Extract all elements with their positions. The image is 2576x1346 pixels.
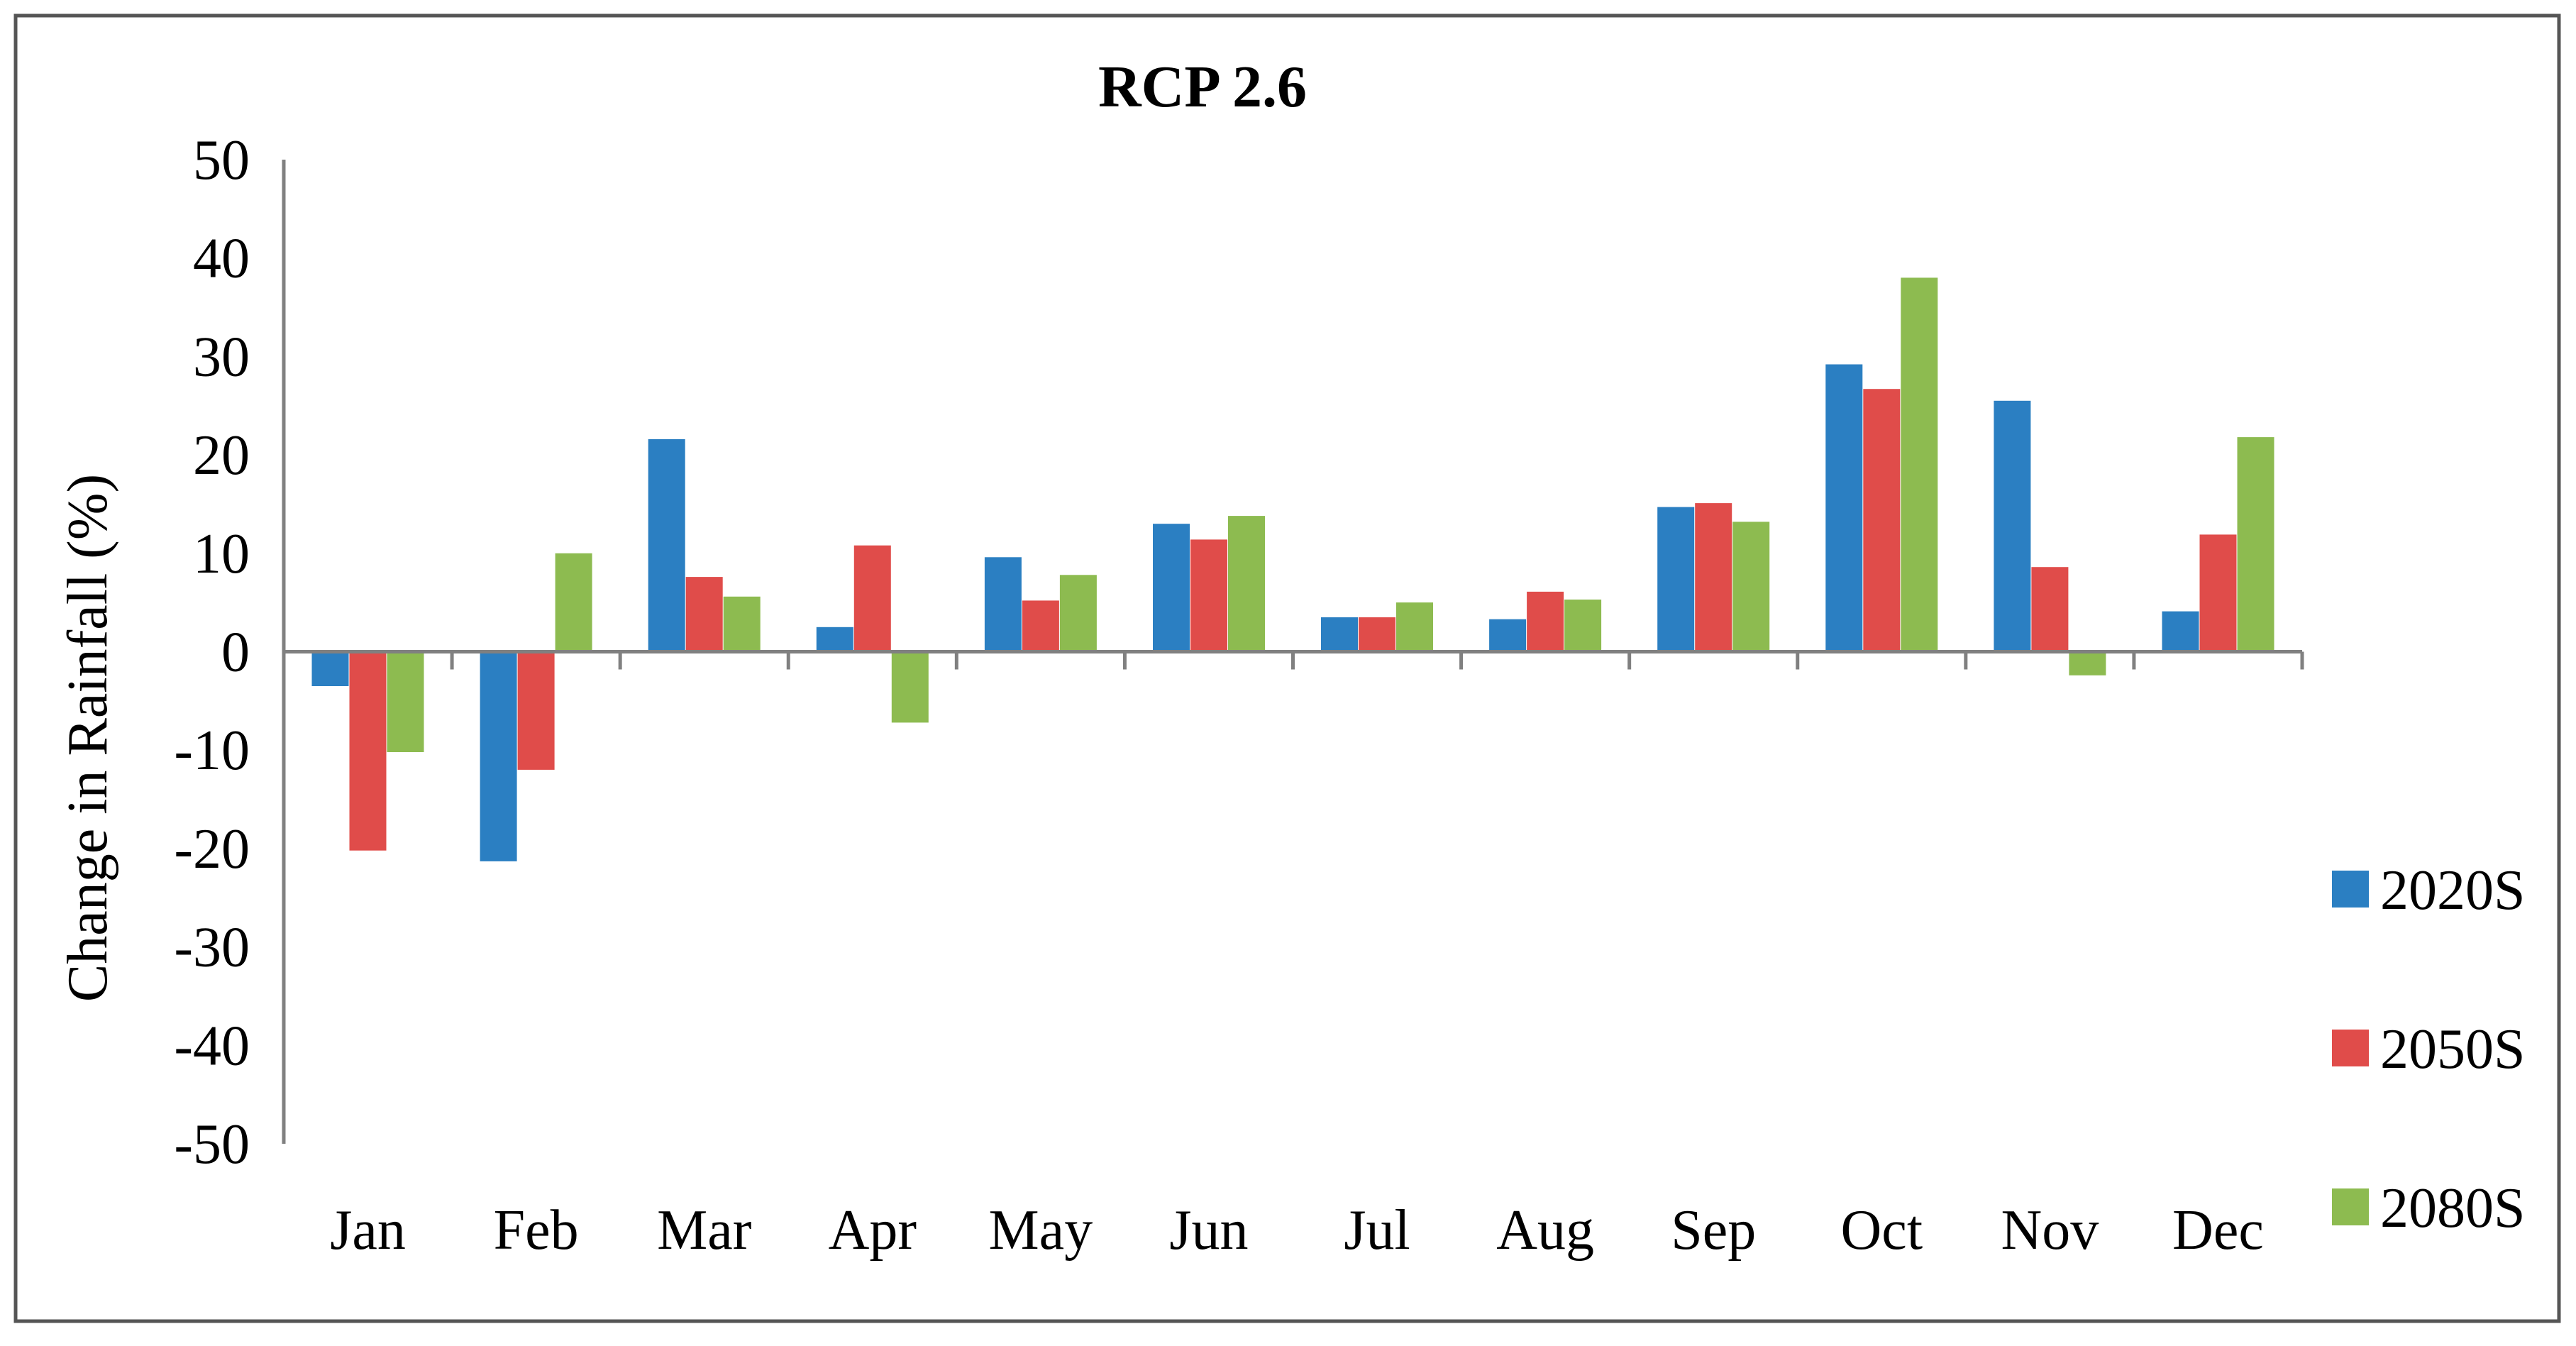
x-tick-label: Aug bbox=[1496, 1199, 1594, 1262]
y-tick-label: -50 bbox=[174, 1113, 250, 1176]
bar-2050s-aug bbox=[1527, 591, 1564, 652]
y-tick-label: -30 bbox=[174, 917, 250, 979]
x-tick-label: Feb bbox=[494, 1199, 579, 1262]
y-tick-label: 20 bbox=[193, 424, 250, 487]
legend-label: 2050S bbox=[2380, 1018, 2526, 1081]
bar-2020s-jul bbox=[1321, 617, 1358, 652]
y-tick-label: 50 bbox=[193, 129, 250, 192]
bar-2080s-apr bbox=[891, 651, 929, 723]
bar-2050s-jun bbox=[1190, 539, 1227, 652]
x-tick-label: Dec bbox=[2172, 1199, 2264, 1262]
bar-2020s-dec bbox=[2162, 611, 2199, 652]
bar-2050s-oct bbox=[1863, 389, 1901, 652]
bar-2020s-mar bbox=[648, 438, 685, 652]
legend-swatch-2080s bbox=[2332, 1188, 2369, 1225]
bar-2050s-may bbox=[1022, 600, 1059, 652]
x-tick-label: Jun bbox=[1169, 1199, 1248, 1262]
bar-2020s-jun bbox=[1153, 524, 1190, 652]
y-axis-label: Change in Rainfall (%) bbox=[57, 474, 119, 1002]
bar-2080s-may bbox=[1059, 575, 1097, 652]
plot-area: 50 40 30 20 10 0 -10 -20 -30 -40 -50 Jan Feb Mar Apr Ma… bbox=[174, 129, 2304, 1262]
bar-2080s-mar bbox=[723, 596, 761, 652]
y-tick-label: 0 bbox=[221, 622, 250, 684]
x-tick-label: May bbox=[989, 1199, 1093, 1262]
bar-2020s-aug bbox=[1489, 619, 1527, 652]
x-tick-label: Oct bbox=[1841, 1199, 1923, 1262]
bar-2020s-sep bbox=[1657, 507, 1695, 652]
bar-2020s-apr bbox=[816, 627, 853, 652]
bar-2020s-nov bbox=[1994, 400, 2031, 652]
bar-2080s-dec bbox=[2237, 437, 2274, 652]
bar-2020s-jan bbox=[311, 651, 349, 686]
bar-2080s-aug bbox=[1564, 600, 1602, 652]
bar-2050s-jul bbox=[1359, 617, 1395, 652]
y-tick-label: 40 bbox=[193, 228, 250, 290]
x-tick-label: Apr bbox=[829, 1199, 917, 1262]
bar-2080s-oct bbox=[1901, 277, 1938, 652]
bar-2080s-jul bbox=[1396, 602, 1433, 652]
x-tick-label: Nov bbox=[2001, 1199, 2099, 1262]
legend-swatch-2020s bbox=[2332, 871, 2369, 908]
bar-2050s-dec bbox=[2199, 534, 2237, 652]
legend-label: 2080S bbox=[2380, 1177, 2526, 1240]
x-tick-label: Jul bbox=[1344, 1199, 1410, 1262]
x-tick-label: Mar bbox=[657, 1199, 751, 1262]
y-tick-label: 10 bbox=[193, 523, 250, 585]
bar-2020s-feb bbox=[480, 651, 517, 861]
bar-2080s-jun bbox=[1228, 516, 1265, 652]
bar-2050s-feb bbox=[517, 651, 555, 770]
bar-2050s-sep bbox=[1695, 503, 1732, 652]
x-tick-label: Sep bbox=[1671, 1199, 1756, 1262]
bar-2080s-jan bbox=[387, 651, 424, 752]
legend: 2020S 2050S 2080S bbox=[2332, 859, 2526, 1240]
y-tick-label: -20 bbox=[174, 818, 250, 881]
legend-swatch-2050s bbox=[2332, 1030, 2369, 1066]
chart-title: RCP 2.6 bbox=[1098, 54, 1307, 120]
bar-2080s-sep bbox=[1732, 522, 1770, 652]
bar-2050s-nov bbox=[2031, 567, 2069, 652]
bar-2080s-feb bbox=[555, 553, 592, 652]
y-tick-label: -10 bbox=[174, 719, 250, 782]
bar-2080s-nov bbox=[2069, 651, 2106, 675]
bar-2050s-apr bbox=[853, 545, 891, 652]
bar-2020s-oct bbox=[1825, 364, 1863, 652]
y-tick-label: -40 bbox=[174, 1015, 250, 1077]
bar-2050s-jan bbox=[349, 651, 387, 851]
legend-label: 2020S bbox=[2380, 859, 2526, 922]
x-tick-label: Jan bbox=[330, 1199, 406, 1262]
y-tick-label: 30 bbox=[193, 326, 250, 388]
bar-2050s-mar bbox=[685, 577, 723, 652]
bar-2020s-may bbox=[984, 557, 1022, 652]
